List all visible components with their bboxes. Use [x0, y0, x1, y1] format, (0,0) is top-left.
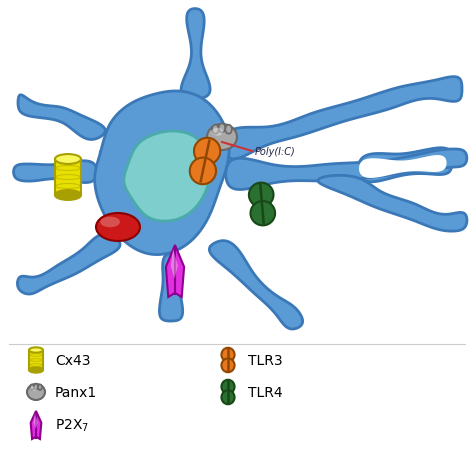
Ellipse shape [194, 139, 220, 165]
Polygon shape [14, 162, 97, 183]
Polygon shape [360, 157, 446, 178]
Ellipse shape [96, 213, 140, 241]
Ellipse shape [34, 384, 38, 389]
Text: TLR4: TLR4 [248, 385, 283, 399]
Polygon shape [210, 241, 302, 329]
Ellipse shape [212, 125, 219, 134]
Polygon shape [18, 234, 120, 294]
Polygon shape [95, 92, 229, 255]
Ellipse shape [29, 368, 43, 373]
Ellipse shape [190, 158, 216, 185]
Ellipse shape [225, 125, 232, 134]
Polygon shape [124, 132, 210, 222]
Text: Cx43: Cx43 [55, 353, 91, 367]
Ellipse shape [55, 175, 81, 180]
Polygon shape [31, 411, 41, 439]
Text: TLR3: TLR3 [248, 353, 283, 367]
Polygon shape [171, 250, 178, 279]
Ellipse shape [221, 348, 235, 362]
Ellipse shape [207, 125, 237, 151]
Ellipse shape [29, 347, 43, 353]
Ellipse shape [219, 124, 225, 133]
Polygon shape [181, 10, 210, 100]
Ellipse shape [55, 166, 81, 171]
Polygon shape [159, 254, 182, 321]
Text: Poly(I:C): Poly(I:C) [255, 147, 296, 157]
Ellipse shape [30, 385, 34, 390]
Ellipse shape [38, 385, 42, 390]
Ellipse shape [249, 183, 273, 207]
Ellipse shape [27, 384, 45, 400]
Ellipse shape [29, 364, 43, 367]
Ellipse shape [221, 380, 235, 394]
Polygon shape [224, 78, 462, 160]
Ellipse shape [29, 359, 43, 362]
Polygon shape [18, 95, 105, 140]
Polygon shape [318, 176, 467, 232]
Ellipse shape [100, 217, 120, 228]
Polygon shape [226, 150, 467, 190]
Ellipse shape [30, 386, 37, 392]
Ellipse shape [29, 354, 43, 357]
Ellipse shape [211, 129, 224, 136]
Ellipse shape [55, 184, 81, 189]
Bar [29, 350, 43, 370]
Ellipse shape [221, 358, 235, 372]
Ellipse shape [55, 155, 81, 165]
Ellipse shape [250, 202, 275, 226]
Bar [55, 160, 81, 196]
Polygon shape [34, 414, 37, 429]
Text: Panx1: Panx1 [55, 385, 97, 399]
Ellipse shape [221, 391, 235, 404]
Ellipse shape [55, 190, 81, 201]
Polygon shape [358, 148, 452, 183]
Text: P2X$_7$: P2X$_7$ [55, 417, 89, 433]
Polygon shape [166, 246, 184, 297]
